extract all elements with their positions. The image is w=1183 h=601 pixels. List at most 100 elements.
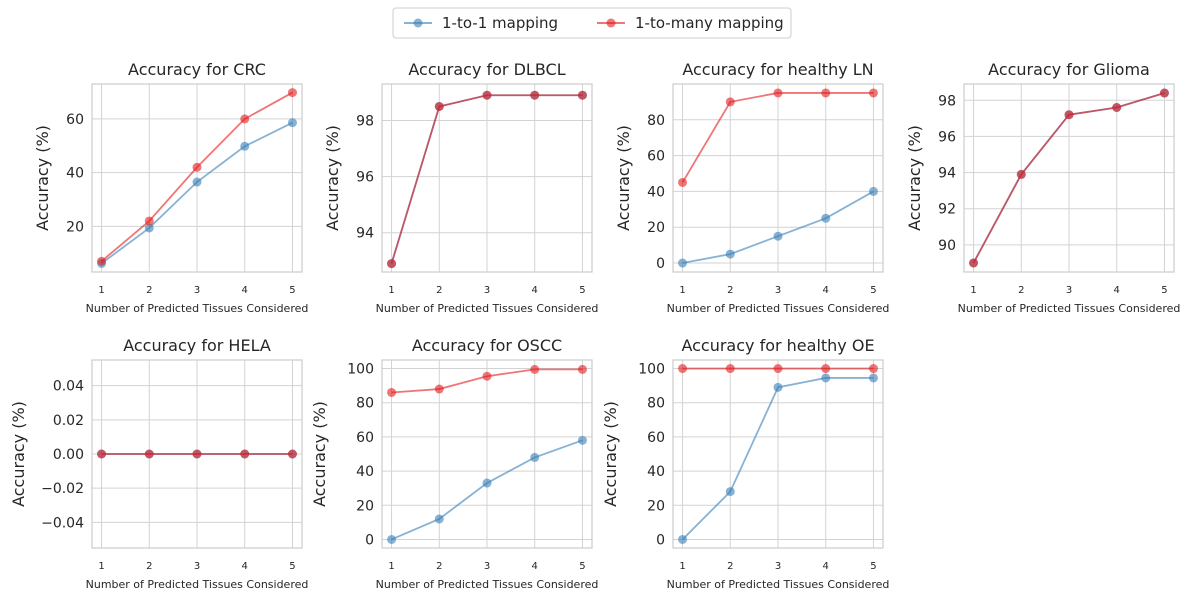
- x-tick-label: 5: [579, 561, 585, 572]
- y-axis-label: Accuracy (%): [33, 125, 52, 231]
- y-tick-label: 80: [356, 396, 374, 412]
- y-axis-label: Accuracy (%): [601, 401, 620, 507]
- data-point-1tomany: [97, 256, 107, 266]
- x-axis-label: Number of Predicted Tissues Considered: [86, 578, 309, 591]
- x-tick-label: 2: [436, 561, 442, 572]
- x-tick-label: 4: [242, 285, 248, 296]
- x-tick-label: 3: [484, 285, 490, 296]
- x-tick-label: 5: [1161, 285, 1167, 296]
- data-point-1tomany: [97, 449, 107, 459]
- data-point-1to1: [821, 213, 831, 223]
- y-axis-label: Accuracy (%): [310, 401, 329, 507]
- subplot-title: Accuracy for healthy OE: [681, 336, 874, 355]
- data-point-1tomany: [1064, 110, 1074, 120]
- data-point-1tomany: [240, 449, 250, 459]
- legend-frame: [392, 7, 792, 39]
- data-point-1tomany: [868, 88, 878, 98]
- y-tick-label: 94: [938, 166, 956, 182]
- x-tick-label: 3: [1066, 285, 1072, 296]
- y-tick-label: 60: [647, 149, 665, 165]
- data-point-1tomany: [577, 364, 587, 374]
- x-tick-label: 1: [98, 561, 104, 572]
- y-tick-label: 40: [647, 464, 665, 480]
- data-point-1tomany: [144, 449, 154, 459]
- y-tick-label: 0.02: [53, 413, 84, 429]
- x-axis-label: Number of Predicted Tissues Considered: [667, 302, 890, 315]
- data-point-1tomany: [482, 371, 492, 381]
- y-tick-label: 98: [356, 113, 374, 129]
- data-point-1tomany: [192, 162, 202, 172]
- data-point-1to1: [240, 141, 250, 151]
- data-point-1tomany: [725, 97, 735, 107]
- subplot-2: 1 2 3 4 5 0 20 40 60 80 Accuracy for healthy LN Num…: [614, 60, 889, 315]
- x-axis-label: Number of Predicted Tissues Considered: [376, 302, 599, 315]
- data-point-1to1: [530, 452, 540, 462]
- x-tick-label: 3: [194, 285, 200, 296]
- legend: 1-to-1 mapping 1-to-many mapping: [392, 7, 792, 39]
- x-tick-label: 1: [388, 285, 394, 296]
- data-point-1to1: [678, 534, 688, 544]
- x-tick-label: 2: [436, 285, 442, 296]
- data-point-1tomany: [773, 364, 783, 374]
- data-point-1to1: [725, 487, 735, 497]
- subplot-4: 1 2 3 4 5 −0.04 −0.02 0.00 0.02 0.04 Accuracy for …: [9, 336, 308, 591]
- data-point-1tomany: [287, 449, 297, 459]
- x-axis-label: Number of Predicted Tissues Considered: [958, 302, 1181, 315]
- y-axis-label: Accuracy (%): [614, 125, 633, 231]
- y-axis-label: Accuracy (%): [905, 125, 924, 231]
- data-point-1to1: [678, 258, 688, 268]
- x-tick-label: 4: [242, 561, 248, 572]
- legend-label-1to1: 1-to-1 mapping: [442, 14, 558, 32]
- x-tick-label: 1: [970, 285, 976, 296]
- x-tick-label: 2: [146, 561, 152, 572]
- x-tick-label: 1: [388, 561, 394, 572]
- axes-frame: [672, 359, 884, 549]
- x-tick-label: 4: [823, 285, 829, 296]
- x-tick-label: 5: [870, 285, 876, 296]
- y-tick-label: 40: [356, 464, 374, 480]
- data-point-1tomany: [678, 177, 688, 187]
- data-point-1tomany: [387, 259, 397, 269]
- axes-frame: [381, 83, 593, 273]
- subplot-title: Accuracy for healthy LN: [682, 60, 873, 79]
- axes-frame: [91, 359, 303, 549]
- axes-frame: [963, 83, 1175, 273]
- axes-frame: [672, 83, 884, 273]
- subplot-title: Accuracy for DLBCL: [408, 60, 565, 79]
- y-tick-label: 92: [938, 202, 956, 218]
- data-point-1tomany: [821, 88, 831, 98]
- y-tick-label: 0: [365, 532, 374, 548]
- x-axis-label: Number of Predicted Tissues Considered: [667, 578, 890, 591]
- y-tick-label: 20: [647, 220, 665, 236]
- data-point-1to1: [868, 373, 878, 383]
- data-point-1to1: [192, 177, 202, 187]
- y-tick-label: 60: [356, 430, 374, 446]
- x-tick-label: 2: [727, 285, 733, 296]
- data-point-1to1: [725, 249, 735, 259]
- x-tick-label: 2: [1018, 285, 1024, 296]
- x-tick-label: 1: [679, 561, 685, 572]
- data-point-1tomany: [387, 387, 397, 397]
- y-tick-label: 0: [656, 532, 665, 548]
- x-tick-label: 2: [146, 285, 152, 296]
- data-point-1tomany: [868, 364, 878, 374]
- data-point-1tomany: [1016, 169, 1026, 179]
- data-point-1to1: [773, 382, 783, 392]
- subplot-1: 1 2 3 4 5 94 96 98 Accuracy for DLBCL Number of P…: [323, 60, 598, 315]
- subplot-0: 1 2 3 4 5 20 40 60 Accuracy for CRC Number of Pre…: [33, 60, 308, 315]
- legend-marker-1to1: [413, 18, 423, 28]
- x-tick-label: 4: [1114, 285, 1120, 296]
- y-tick-label: 80: [647, 396, 665, 412]
- legend-label-1tomany: 1-to-many mapping: [635, 14, 784, 32]
- data-point-1tomany: [434, 384, 444, 394]
- data-point-1tomany: [678, 364, 688, 374]
- data-point-1tomany: [530, 90, 540, 100]
- y-axis-label: Accuracy (%): [9, 401, 28, 507]
- x-tick-label: 5: [579, 285, 585, 296]
- y-tick-label: −0.04: [41, 515, 84, 531]
- y-tick-label: 94: [356, 226, 374, 242]
- data-point-1tomany: [192, 449, 202, 459]
- y-tick-label: 20: [66, 219, 84, 235]
- data-point-1to1: [821, 373, 831, 383]
